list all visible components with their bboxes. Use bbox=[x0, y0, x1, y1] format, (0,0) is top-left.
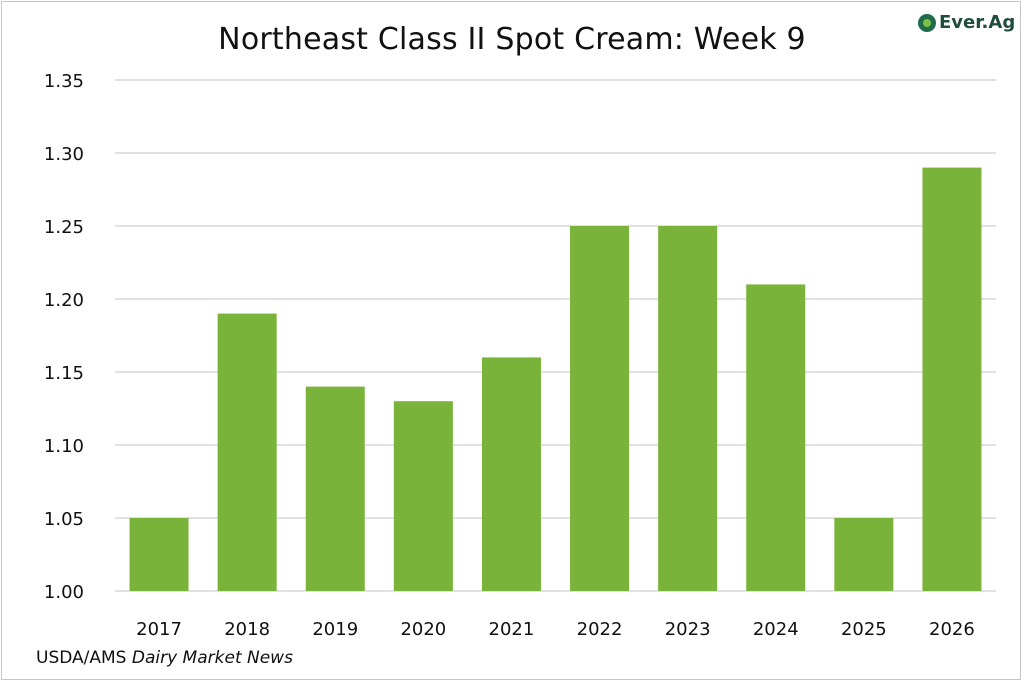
bar-2024 bbox=[746, 284, 806, 591]
x-tick-label: 2019 bbox=[312, 619, 358, 640]
bar-2023 bbox=[658, 226, 718, 591]
source-italic: Dairy Market News bbox=[131, 648, 293, 668]
x-axis-tick-labels: 2017 2018 2019 2020 2021 2022 2023 2024 2025 2026 bbox=[136, 619, 975, 640]
x-tick-label: 2024 bbox=[753, 619, 799, 640]
bar-2026 bbox=[922, 167, 982, 591]
source-prefix: USDA/AMS bbox=[36, 648, 132, 668]
x-tick-label: 2021 bbox=[489, 619, 535, 640]
bar-2020 bbox=[393, 401, 453, 591]
y-tick-label: 1.25 bbox=[44, 217, 84, 238]
ever-ag-logo-icon bbox=[918, 13, 936, 32]
x-tick-label: 2022 bbox=[577, 619, 623, 640]
bar-2019 bbox=[305, 386, 365, 591]
y-tick-label: 1.20 bbox=[44, 290, 84, 311]
x-tick-label: 2020 bbox=[400, 619, 446, 640]
ever-ag-logo: Ever.Ag bbox=[918, 12, 1015, 33]
logo-text: Ever.Ag bbox=[939, 12, 1016, 33]
y-tick-label: 1.10 bbox=[44, 436, 84, 457]
bar-2017 bbox=[129, 518, 189, 591]
bar-2022 bbox=[570, 226, 630, 591]
x-tick-label: 2025 bbox=[841, 619, 887, 640]
x-tick-label: 2026 bbox=[929, 619, 975, 640]
bars bbox=[129, 167, 982, 591]
y-tick-label: 1.35 bbox=[44, 71, 84, 92]
source-note: USDA/AMS Dairy Market News bbox=[36, 648, 293, 668]
bar-2025 bbox=[834, 518, 894, 591]
y-tick-label: 1.15 bbox=[44, 363, 84, 384]
bar-2018 bbox=[217, 313, 277, 591]
y-tick-label: 1.05 bbox=[44, 509, 84, 530]
x-tick-label: 2017 bbox=[136, 619, 182, 640]
y-tick-label: 1.00 bbox=[44, 582, 84, 603]
chart-title: Northeast Class II Spot Cream: Week 9 bbox=[218, 22, 806, 57]
y-tick-label: 1.30 bbox=[44, 144, 84, 165]
x-tick-label: 2018 bbox=[224, 619, 270, 640]
y-axis-tick-labels: 1.00 1.05 1.10 1.15 1.20 1.25 1.30 1.35 bbox=[44, 71, 84, 603]
bar-2021 bbox=[481, 357, 541, 591]
x-tick-label: 2023 bbox=[665, 619, 711, 640]
